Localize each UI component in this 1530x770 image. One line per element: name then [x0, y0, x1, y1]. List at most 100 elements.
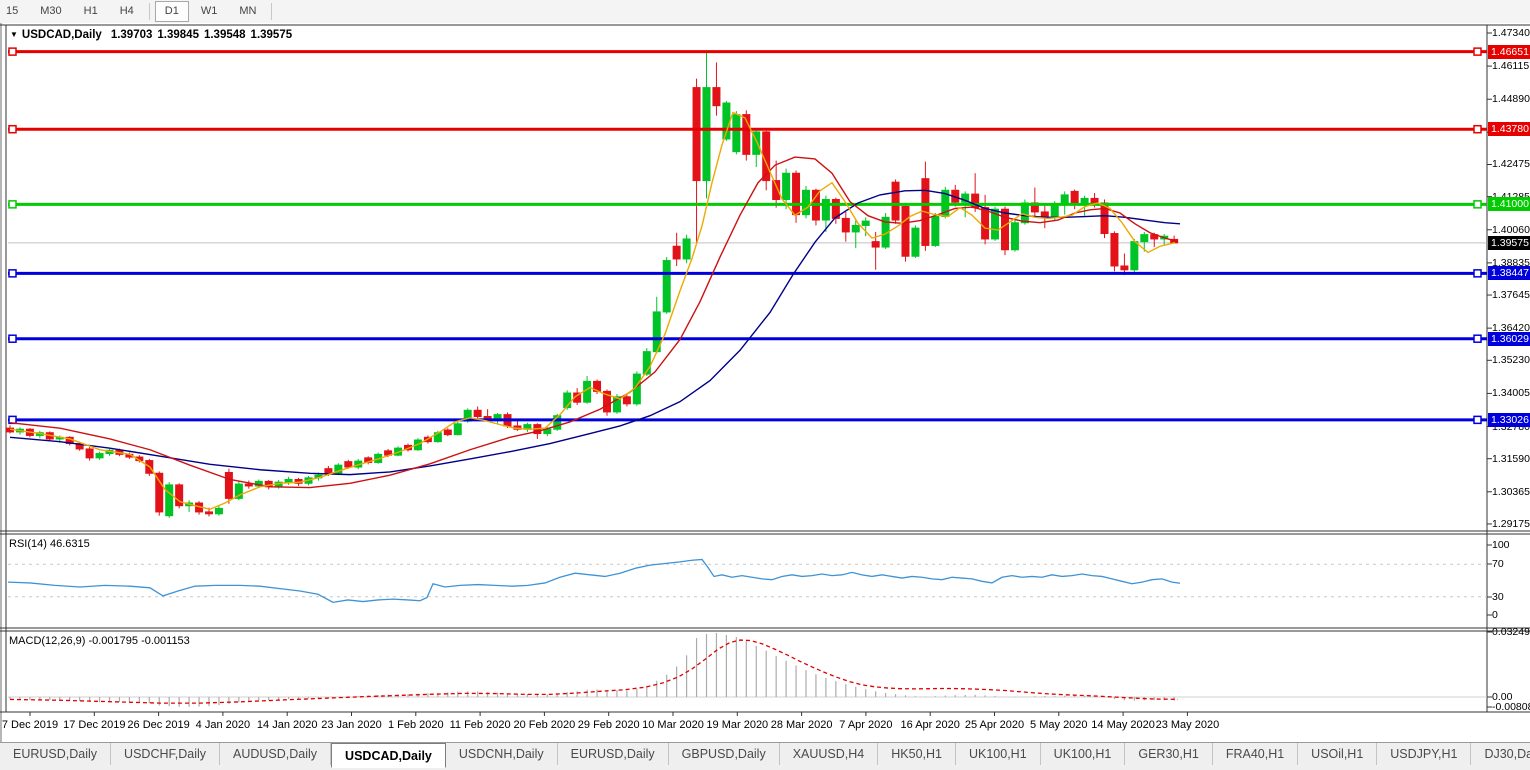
chart-tab-GER30-H1[interactable]: GER30,H1: [1125, 743, 1213, 765]
chart-tab-AUDUSD-Daily[interactable]: AUDUSD,Daily: [220, 743, 332, 765]
candle-body-bear: [742, 114, 751, 155]
candle-body-bull: [214, 507, 223, 515]
date-axis-label: 26 Dec 2019: [127, 719, 190, 731]
candle-body-bull: [553, 415, 562, 430]
toolbar-separator: [271, 3, 273, 20]
rsi-line: [7, 558, 1181, 604]
chart-tab-USDCHF-Daily[interactable]: USDCHF,Daily: [111, 743, 220, 765]
date-axis-label: 20 Feb 2020: [513, 719, 576, 731]
chart-tabs-bar: EURUSD,Daily USDCHF,Daily AUDUSD,Daily USDC…: [0, 742, 1530, 770]
candle-body-bear: [871, 241, 880, 248]
level-handle-right[interactable]: [1473, 200, 1482, 209]
price-axis-tick-label: 1.44890: [1492, 93, 1530, 106]
candle-body-bull: [821, 198, 830, 221]
level-handle-right[interactable]: [1473, 269, 1482, 278]
ohlc-open: 1.39703: [110, 29, 153, 41]
candle-body-bull: [1010, 222, 1019, 251]
chart-tab-UK100-H1[interactable]: UK100,H1: [1041, 743, 1126, 765]
candle-body-bull: [682, 238, 691, 260]
chart-tab-UK100-H1[interactable]: UK100,H1: [956, 743, 1041, 765]
level-handle-right[interactable]: [1473, 334, 1482, 343]
timeframe-button-15[interactable]: 15: [6, 5, 19, 17]
rsi-axis-tick-label: 70: [1492, 558, 1504, 570]
price-axis-tick-label: 1.46115: [1492, 60, 1530, 73]
symbol-dropdown-icon[interactable]: ▼: [10, 30, 18, 39]
candle-body-bull: [1050, 204, 1059, 218]
level-handle-right[interactable]: [1473, 124, 1482, 134]
candle-body-bull: [1140, 234, 1149, 243]
candle-body-bull: [911, 227, 920, 257]
price-axis-tick-label: 1.35230: [1492, 354, 1530, 367]
candle-body-bull: [234, 483, 243, 499]
timeframe-button-H4[interactable]: H4: [119, 5, 134, 17]
chart-tab-USDJPY-H1[interactable]: USDJPY,H1: [1377, 743, 1472, 765]
level-handle-right[interactable]: [1473, 415, 1482, 425]
date-axis-label: 1 Feb 2020: [387, 719, 444, 731]
candle-body-bull: [861, 220, 870, 226]
candle-body-bear: [692, 87, 701, 182]
current-price-label: 1.39575: [1488, 235, 1530, 250]
symbol-label: USDCAD,Daily: [21, 29, 102, 41]
candle-body-bull: [334, 464, 343, 474]
toolbar-separator: [148, 3, 150, 20]
macd-axis-tick-label: -0.00808: [1492, 701, 1530, 713]
level-handle-left[interactable]: [8, 47, 17, 56]
timeframe-toolbar: 15 M30 H1 H4 D1 W1 MN: [0, 0, 1530, 24]
rsi-axis-tick-label: 30: [1492, 591, 1504, 603]
date-axis-label: 25 Apr 2020: [964, 719, 1025, 731]
chart-tab-USDCNH-Daily[interactable]: USDCNH,Daily: [446, 743, 558, 765]
chart-tab-GBPUSD-Daily[interactable]: GBPUSD,Daily: [669, 743, 780, 765]
price-axis-tick-label: 1.37645: [1492, 289, 1530, 302]
date-axis-label: 29 Feb 2020: [577, 719, 640, 731]
rsi-indicator-label: RSI(14) 46.6315: [9, 538, 90, 550]
level-handle-right[interactable]: [1473, 47, 1482, 56]
timeframe-button-M30[interactable]: M30: [40, 5, 62, 17]
candle-body-bear: [792, 172, 801, 216]
price-axis-tick-label: 1.36420: [1492, 322, 1530, 335]
timeframe-button-H1[interactable]: H1: [83, 5, 98, 17]
level-handle-left[interactable]: [8, 200, 17, 209]
candle-body-bear: [344, 461, 353, 468]
candle-body-bull: [702, 87, 711, 182]
level-price-label: 1.33026: [1488, 412, 1530, 427]
candle-body-bull: [991, 208, 1000, 240]
candle-body-bear: [772, 180, 781, 200]
candle-body-bull: [732, 114, 741, 153]
candle-body-bull: [583, 380, 592, 403]
date-axis-label: 11 Feb 2020: [449, 719, 511, 731]
candle-body-bull: [165, 484, 174, 517]
candle-body-bear: [155, 472, 164, 513]
timeframe-button-W1[interactable]: W1: [200, 5, 218, 17]
price-axis-tick-label: 1.38835: [1492, 256, 1530, 269]
level-handle-left[interactable]: [8, 269, 17, 278]
level-handle-left[interactable]: [8, 124, 17, 134]
chart-tab-EURUSD-Daily[interactable]: EURUSD,Daily: [0, 743, 112, 765]
chart-canvas[interactable]: [0, 23, 1530, 742]
ohlc-close: 1.39575: [250, 29, 293, 41]
chart-tab-FRA40-H1[interactable]: FRA40,H1: [1213, 743, 1299, 765]
chart-tab-USDCAD-Daily[interactable]: USDCAD,Daily: [331, 743, 446, 768]
chart-title[interactable]: ▼ USDCAD,Daily 1.39703 1.39845 1.39548 1.3957…: [10, 29, 292, 41]
timeframe-button-MN[interactable]: MN: [239, 5, 257, 17]
candle-body-bull: [782, 172, 791, 200]
chart-tab-DJ30-Daily[interactable]: DJ30,Daily: [1471, 743, 1530, 765]
timeframe-button-D1[interactable]: D1: [154, 1, 189, 22]
chart-window[interactable]: ▼ USDCAD,Daily 1.39703 1.39845 1.39548 1.3957…: [0, 23, 1530, 742]
price-axis-tick-label: 1.47340: [1492, 27, 1530, 39]
candle-body-bear: [224, 471, 233, 499]
chart-tab-HK50-H1[interactable]: HK50,H1: [878, 743, 956, 765]
level-handle-left[interactable]: [8, 334, 17, 343]
candle-body-bear: [443, 429, 452, 436]
rsi-axis-tick-label: 0: [1492, 609, 1498, 621]
macd-axis-tick-label: 0.00: [1492, 691, 1513, 703]
candle-body-bull: [284, 478, 293, 483]
chart-tab-EURUSD-Daily[interactable]: EURUSD,Daily: [558, 743, 669, 765]
chart-tab-XAUUSD-H4[interactable]: XAUUSD,H4: [780, 743, 879, 765]
candle-body-bull: [642, 351, 651, 375]
chart-tab-USOil-H1[interactable]: USOil,H1: [1298, 743, 1378, 765]
price-axis-tick-label: 1.40060: [1492, 223, 1530, 236]
date-axis-label: 7 Apr 2020: [839, 719, 893, 731]
candle-body-bear: [712, 87, 721, 107]
date-axis-label: 7 Dec 2019: [1, 719, 59, 731]
